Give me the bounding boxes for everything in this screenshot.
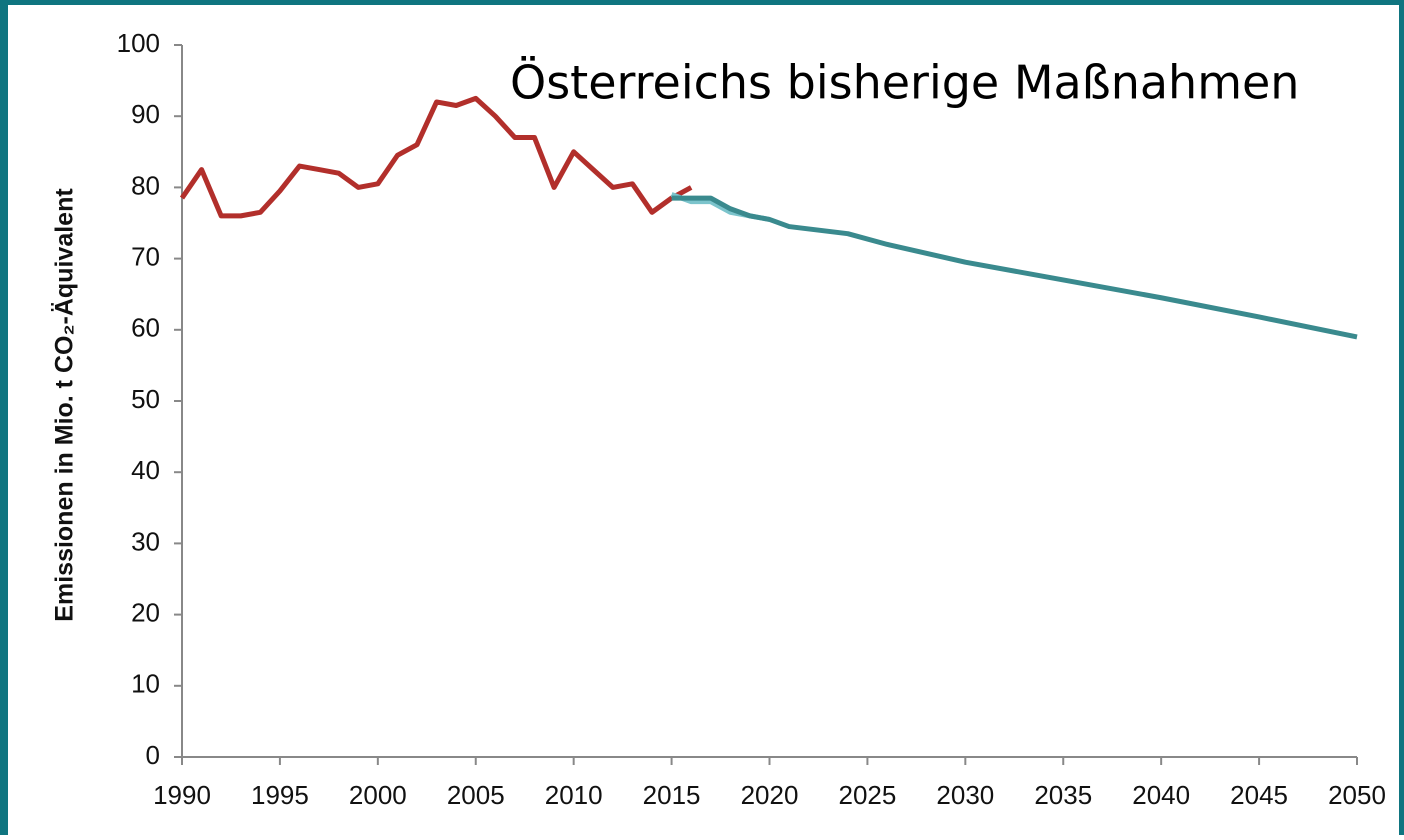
y-tick-label: 60	[131, 313, 160, 343]
x-tick-label: 2015	[643, 780, 701, 810]
y-tick-label: 80	[131, 170, 160, 200]
x-tick-label: 2010	[545, 780, 603, 810]
chart-title: Österreichs bisherige Maßnahmen	[510, 56, 1299, 110]
x-tick-label: 2045	[1230, 780, 1288, 810]
x-tick-label: 2025	[838, 780, 896, 810]
background	[8, 5, 1399, 835]
y-tick-label: 100	[117, 28, 160, 58]
x-tick-label: 2035	[1034, 780, 1092, 810]
x-tick-label: 2050	[1328, 780, 1386, 810]
x-tick-label: 2020	[741, 780, 799, 810]
y-tick-label: 40	[131, 455, 160, 485]
x-tick-label: 2000	[349, 780, 407, 810]
y-tick-label: 10	[131, 669, 160, 699]
y-tick-label: 90	[131, 99, 160, 129]
y-tick-label: 20	[131, 597, 160, 627]
x-tick-label: 2040	[1132, 780, 1190, 810]
x-tick-label: 2005	[447, 780, 505, 810]
series-line	[671, 195, 1358, 340]
y-axis-label: Emissionen in Mio. t CO₂-Äquivalent	[51, 188, 79, 622]
x-tick-label: 2030	[936, 780, 994, 810]
y-tick-label: 30	[131, 526, 160, 556]
y-tick-label: 50	[131, 384, 160, 414]
x-tick-label: 1995	[251, 780, 309, 810]
y-tick-label: 0	[146, 740, 160, 770]
y-tick-label: 70	[131, 241, 160, 271]
x-tick-label: 1990	[153, 780, 211, 810]
series-line	[179, 95, 693, 219]
